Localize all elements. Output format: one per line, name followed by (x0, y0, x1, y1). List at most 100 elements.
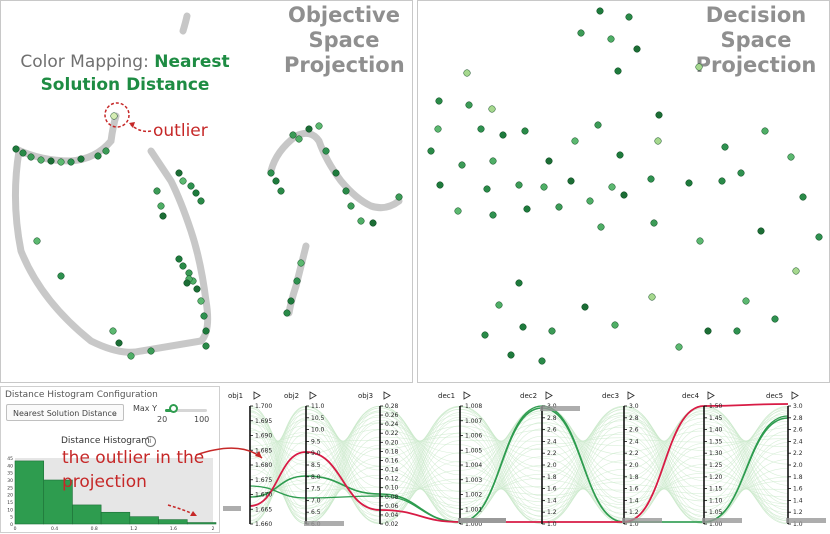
pc-tick-label: 0.26 (385, 412, 399, 419)
decision-point (586, 197, 594, 205)
pc-axis-label: obj3 (358, 392, 373, 400)
metric-select-value: Nearest Solution Distance (13, 409, 117, 418)
pc-tick-label: 0.10 (385, 485, 399, 492)
pc-tick-label: 1.10 (709, 497, 723, 504)
slider-min-label: 20 (157, 415, 168, 424)
decision-point (742, 297, 750, 305)
metric-select[interactable]: Nearest Solution Distance ⌄ (6, 404, 124, 421)
parallel-coordinates-plot[interactable]: obj1 1.700 1.695 1.690 1.685 1.680 1.675 1.670 1… (222, 386, 830, 533)
pc-tick-label: 9.0 (311, 450, 321, 457)
objective-point (175, 169, 183, 177)
play-icon (545, 391, 553, 400)
decision-space-projection[interactable]: Decision Space Projection (417, 0, 830, 383)
parallel-coordinates[interactable]: obj1 1.700 1.695 1.690 1.685 1.680 1.675 1.670 1… (222, 386, 830, 533)
pc-tick-label: 1.685 (255, 447, 272, 454)
info-icon[interactable]: i (145, 436, 156, 447)
title-line: Projection (695, 53, 817, 77)
density-trail (285, 242, 310, 317)
pc-tick-label: 2.8 (793, 415, 803, 422)
pc-tick-label: 1.30 (709, 450, 723, 457)
pc-tick-label: 0.22 (385, 430, 399, 437)
density-trail (267, 129, 403, 212)
objective-point (283, 309, 291, 317)
decision-point (675, 343, 683, 351)
objective-point (192, 189, 200, 197)
play-icon (309, 391, 317, 400)
objective-point (295, 135, 303, 143)
objective-point (110, 112, 118, 120)
chevron-down-icon: ⌄ (111, 409, 118, 418)
decision-point (499, 131, 507, 139)
decision-point (507, 351, 515, 359)
pc-axis-label: dec4 (682, 392, 700, 400)
pc-tick-label: 3.0 (629, 403, 639, 410)
pc-tick-label: 6.5 (311, 509, 321, 516)
title-line: Objective (288, 3, 400, 27)
pc-tick-label: 10.0 (311, 427, 325, 434)
decision-point (458, 161, 466, 169)
pc-tick-label: 1.2 (793, 509, 803, 516)
decision-point (787, 153, 795, 161)
objective-point (187, 182, 195, 190)
pc-brush (540, 406, 580, 411)
pc-tick-label: 1.25 (709, 462, 723, 469)
objective-point (153, 187, 161, 195)
pc-tick-label: 1.4 (629, 497, 639, 504)
objective-point (12, 145, 20, 153)
decision-point (548, 327, 556, 335)
objective-point (67, 158, 75, 166)
pc-tick-label: 7.0 (311, 497, 321, 504)
pc-tick-label: 1.2 (629, 509, 639, 516)
config-title: Distance Histogram Configuration (5, 390, 158, 400)
pc-tick-label: 1.0 (793, 521, 803, 528)
objective-point (357, 217, 365, 225)
objective-point (197, 197, 205, 205)
scatter-points (12, 112, 403, 360)
pc-tick-label: 0.04 (385, 512, 399, 519)
objective-scatter[interactable] (1, 1, 414, 384)
objective-point (185, 269, 193, 277)
pc-line (249, 405, 789, 524)
pc-line (249, 409, 789, 524)
decision-point (581, 303, 589, 311)
density-trail (179, 12, 191, 35)
pc-axis-label: obj2 (284, 392, 299, 400)
objective-point (202, 327, 210, 335)
objective-point (332, 169, 340, 177)
pc-tick-label: 2.6 (793, 427, 803, 434)
density-trail (11, 147, 212, 356)
objective-point (183, 279, 191, 287)
play-icon (463, 391, 471, 400)
title-line: Projection (284, 53, 405, 77)
objective-point (27, 153, 35, 161)
decision-panel-title: Decision Space Projection (691, 3, 821, 78)
play-icon (791, 391, 799, 400)
pc-tick-label: 1.50 (709, 403, 723, 410)
decision-point (540, 183, 548, 191)
pc-brush (304, 521, 344, 526)
objective-point (197, 297, 205, 305)
decision-point (685, 179, 693, 187)
decision-point (737, 169, 745, 177)
pc-line (249, 410, 789, 524)
decision-scatter[interactable] (418, 1, 830, 384)
decision-point (577, 29, 585, 37)
histogram-y-tick: 30 (7, 478, 13, 484)
objective-point (179, 262, 187, 270)
objective-panel-title: Objective Space Projection (284, 3, 405, 78)
pc-tick-label: 1.690 (255, 433, 272, 440)
pc-line (249, 407, 789, 525)
histogram-y-tick: 35 (7, 471, 13, 477)
pc-tick-label: 1.665 (255, 506, 272, 513)
pc-tick-label: 3.0 (793, 403, 803, 410)
decision-point (718, 177, 726, 185)
objective-space-projection[interactable]: Objective Space Projection Color Mapping… (0, 0, 413, 383)
pc-tick-label: 1.35 (709, 438, 723, 445)
slider-handle[interactable] (169, 404, 178, 413)
play-icon (383, 391, 391, 400)
pc-tick-label: 0.12 (385, 476, 399, 483)
histogram-y-tick: 0 (10, 522, 13, 528)
pc-tick-label: 0.14 (385, 467, 399, 474)
histogram-x-tick: 1.6 (170, 526, 177, 532)
decision-point (519, 323, 527, 331)
